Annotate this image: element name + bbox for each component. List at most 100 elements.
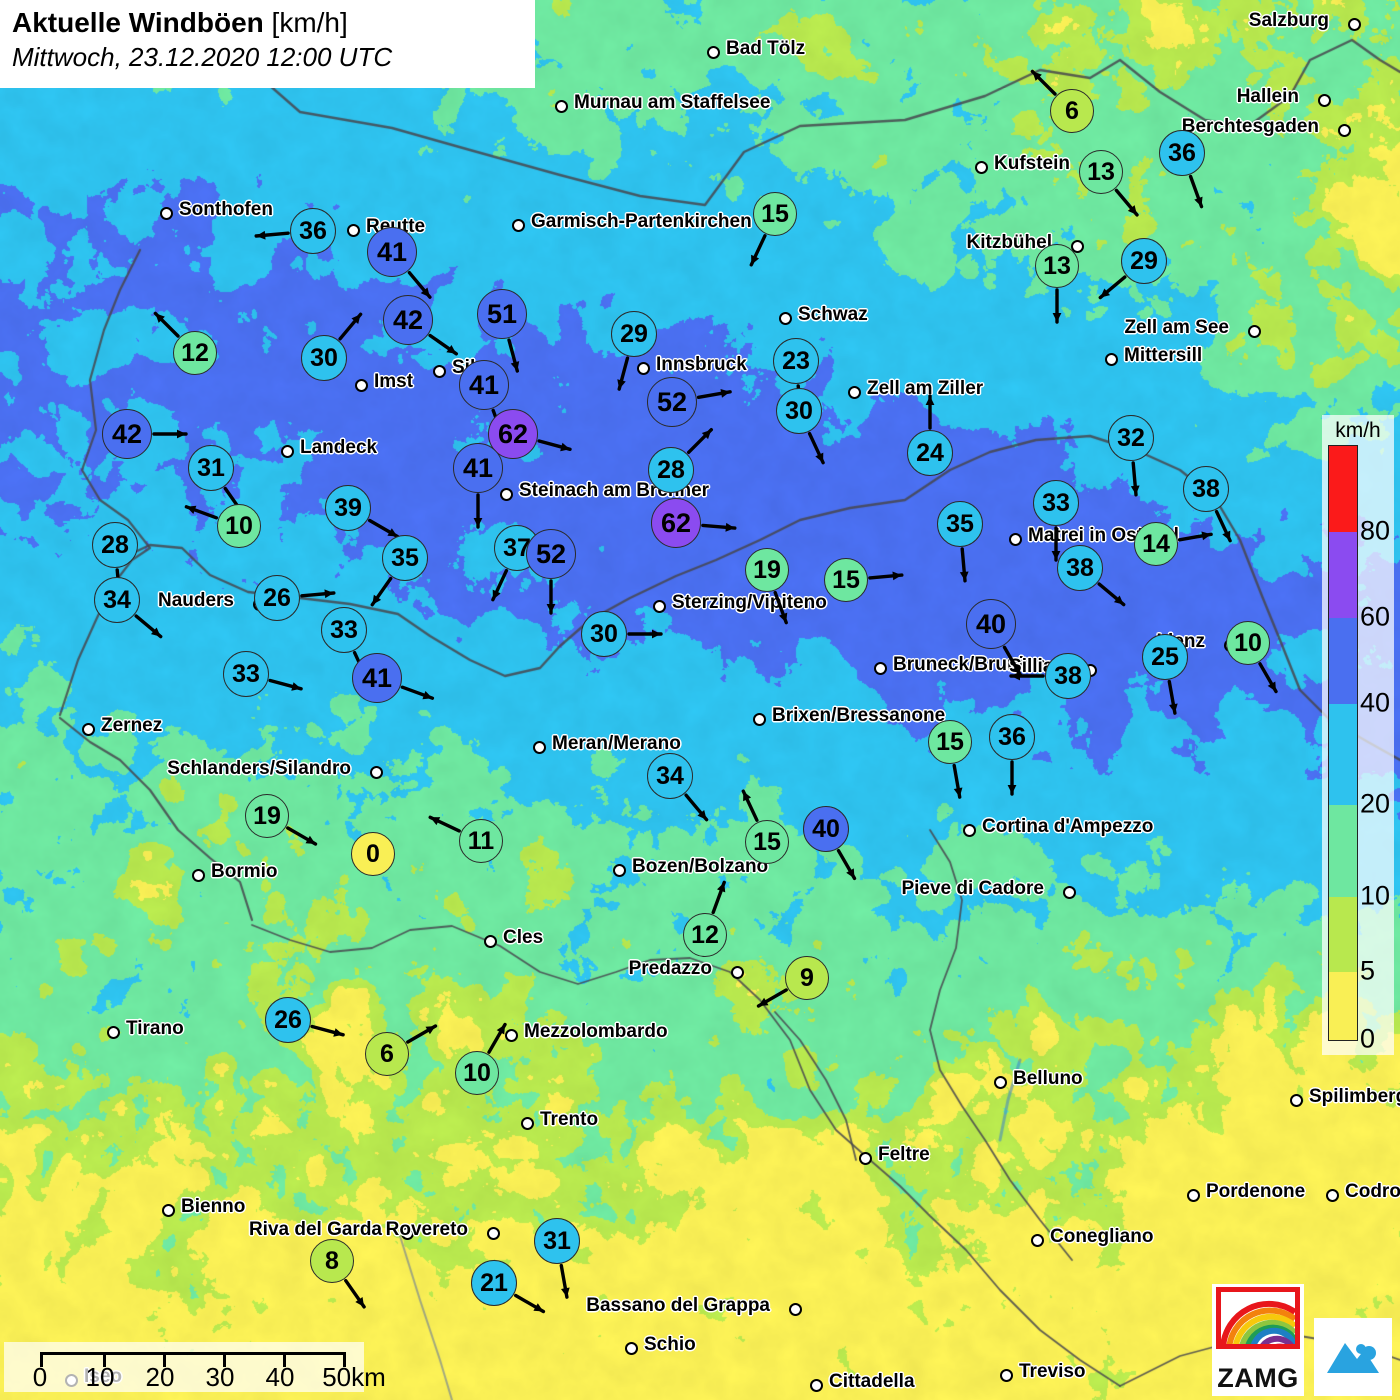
- city-dot-icon: [789, 1303, 802, 1316]
- wind-direction-arrow-icon: [900, 464, 1020, 584]
- city-label: Schio: [644, 1334, 696, 1355]
- wind-direction-arrow-icon: [1012, 51, 1132, 171]
- city-dot-icon: [521, 1117, 534, 1130]
- page-subtitle: Mittwoch, 23.12.2020 12:00 UTC: [12, 42, 393, 72]
- wind-value-bubble: 6: [1050, 89, 1094, 133]
- legend-band-5-10: [1329, 897, 1357, 972]
- scale-label-40: 40: [265, 1362, 295, 1392]
- city-label: Belluno: [1013, 1068, 1083, 1089]
- zamg-logo: ZAMG: [1212, 1284, 1304, 1396]
- title-box: Aktuelle Windböen [km/h] Mittwoch, 23.12…: [0, 0, 535, 88]
- wind-value-bubble: 34: [94, 577, 140, 623]
- wind-value-bubble: 23: [773, 338, 819, 384]
- mountain-cloud-icon: [1327, 1343, 1379, 1373]
- wind-value-bubble: 8: [310, 1239, 354, 1283]
- city-label: Cortina d'Ampezzo: [982, 816, 1154, 837]
- wind-value-bubble: 12: [173, 331, 217, 375]
- city-dot-icon: [653, 600, 666, 613]
- wind-direction-arrow-icon: [616, 463, 737, 583]
- logo-group: ZAMG: [1212, 1284, 1392, 1396]
- wind-direction-arrow-icon: [1084, 201, 1204, 321]
- city-label: Berchtesgaden: [1181, 116, 1319, 137]
- city-label: Nauders: [157, 590, 234, 611]
- wind-direction-arrow-icon: [997, 206, 1117, 326]
- city-dot-icon: [401, 1227, 414, 1240]
- city-label: Rovereto: [385, 1219, 468, 1240]
- wind-value-bubble: 30: [301, 335, 347, 381]
- city-dot-icon: [637, 362, 650, 375]
- city-dot-icon: [1000, 1369, 1013, 1382]
- wind-value-bubble: 13: [1035, 244, 1079, 288]
- wind-direction-arrow-icon: [345, 498, 465, 618]
- wind-direction-arrow-icon: [786, 520, 906, 640]
- legend-label-0: 0: [1360, 1023, 1376, 1054]
- wind-direction-arrow-icon: [442, 254, 562, 374]
- wind-direction-arrow-icon: [1146, 429, 1266, 549]
- wind-direction-arrow-icon: [253, 171, 373, 291]
- city-dot-icon: [975, 161, 988, 174]
- wind-direction-arrow-icon: [574, 274, 694, 394]
- legend-band-80-120: [1329, 446, 1357, 533]
- wind-direction-arrow-icon: [434, 1223, 554, 1343]
- city-label: Bruneck/Brunico: [893, 654, 1047, 675]
- legend-band-0-5: [1329, 971, 1357, 1040]
- wind-value-bubble: 11: [459, 819, 503, 863]
- wind-direction-arrow-icon: [1096, 484, 1216, 604]
- wind-direction-arrow-icon: [228, 960, 348, 1080]
- wind-direction-arrow-icon: [453, 374, 573, 494]
- city-label: Bad Tölz: [726, 38, 806, 59]
- city-dot-icon: [505, 1029, 518, 1042]
- wind-direction-arrow-icon: [715, 154, 835, 274]
- wind-value-bubble: 36: [1159, 130, 1205, 176]
- wind-direction-arrow-icon: [288, 448, 408, 568]
- city-dot-icon: [613, 864, 626, 877]
- wind-value-bubble: 6: [365, 1032, 409, 1076]
- city-dot-icon: [810, 1379, 823, 1392]
- wind-direction-arrow-icon: [497, 1181, 617, 1301]
- wind-value-bubble: 62: [651, 498, 701, 548]
- wind-value-bubble: 15: [745, 820, 789, 864]
- city-dot-icon: [1248, 325, 1261, 338]
- legend-band-10-20: [1329, 805, 1357, 898]
- geosphere-logo: [1314, 1318, 1392, 1396]
- wind-direction-arrow-icon: [890, 682, 1010, 802]
- city-dot-icon: [160, 207, 173, 220]
- wind-value-bubble: 32: [1108, 415, 1154, 461]
- legend-label-20: 20: [1360, 788, 1391, 819]
- city-dot-icon: [731, 966, 744, 979]
- wind-direction-arrow-icon: [327, 994, 447, 1114]
- city-dot-icon: [107, 1026, 120, 1039]
- city-label: Trento: [540, 1109, 599, 1130]
- wind-direction-arrow-icon: [179, 466, 299, 586]
- scale-bar: 0 10 20 30 40 50km: [4, 1342, 386, 1392]
- wind-direction-arrow-icon: [766, 769, 886, 889]
- wind-direction-arrow-icon: [272, 1201, 392, 1321]
- scale-label-20: 20: [145, 1362, 175, 1392]
- city-dot-icon: [370, 766, 383, 779]
- city-label: Landeck: [300, 437, 378, 458]
- wind-direction-arrow-icon: [611, 410, 731, 530]
- city-dot-icon: [994, 1076, 1007, 1089]
- wind-direction-arrow-icon: [739, 351, 859, 471]
- city-label: Feltre: [878, 1144, 930, 1165]
- city-label: Pieve di Cadore: [901, 878, 1044, 899]
- city-dot-icon: [433, 365, 446, 378]
- city-label: Treviso: [1019, 1361, 1086, 1382]
- legend-label-80: 80: [1360, 515, 1391, 546]
- wind-direction-arrow-icon: [952, 677, 1072, 797]
- city-dot-icon: [82, 723, 95, 736]
- city-label: Cittadella: [829, 1371, 915, 1392]
- wind-direction-arrow-icon: [1188, 583, 1308, 703]
- scale-tick: [103, 1355, 106, 1367]
- wind-value-bubble: 42: [383, 295, 433, 345]
- wind-value-bubble: 31: [534, 1218, 580, 1264]
- city-dot-icon: [1009, 533, 1022, 546]
- city-dot-icon: [487, 1227, 500, 1240]
- wind-value-bubble: 24: [907, 430, 953, 476]
- wind-value-bubble: 31: [188, 445, 234, 491]
- wind-direction-arrow-icon: [67, 374, 188, 494]
- wind-direction-arrow-icon: [264, 298, 384, 418]
- zamg-rainbow-icon: [1216, 1287, 1300, 1349]
